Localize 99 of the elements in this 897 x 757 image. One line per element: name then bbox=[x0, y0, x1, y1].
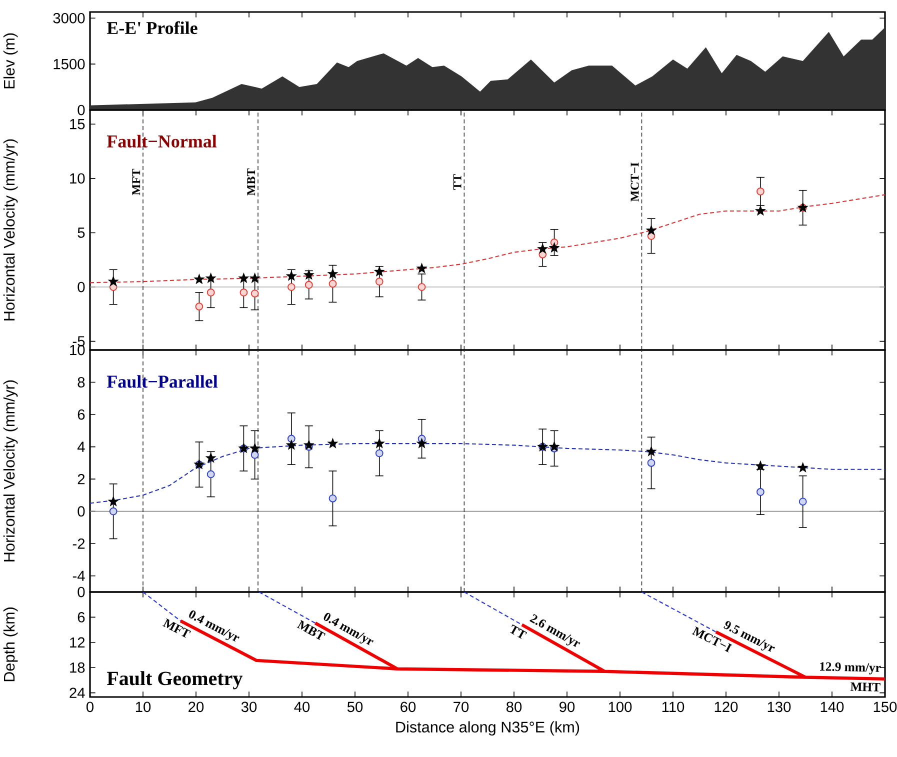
point bbox=[549, 242, 560, 252]
point bbox=[798, 498, 807, 506]
x-axis-title: Distance along N35°E (km) bbox=[396, 721, 580, 736]
x-tick-label: 110 bbox=[662, 702, 684, 712]
y-tick-label: -5 bbox=[72, 336, 85, 346]
point bbox=[108, 276, 118, 286]
y-tick-label: 0 bbox=[78, 282, 85, 292]
text: Fault−Parallel bbox=[106, 375, 218, 388]
annotation: MHT bbox=[850, 682, 880, 692]
x-tick-label: 70 bbox=[454, 702, 469, 712]
point bbox=[250, 273, 260, 282]
y-tick-label: 5 bbox=[78, 228, 85, 238]
x-tick-label: 130 bbox=[768, 702, 791, 712]
point bbox=[756, 488, 764, 496]
x-tick-label: 140 bbox=[820, 702, 844, 712]
ref-line-label: MCT−I bbox=[630, 162, 639, 202]
annotation: TT bbox=[510, 624, 528, 639]
x-tick-label: 120 bbox=[714, 702, 738, 712]
point bbox=[287, 434, 296, 443]
point bbox=[109, 507, 118, 516]
y-tick-label: 3000 bbox=[53, 12, 85, 24]
y-tick-label: 8 bbox=[78, 377, 85, 388]
annotation: 12.9 mm/yr bbox=[820, 662, 881, 674]
y-tick-label: 24 bbox=[70, 688, 85, 698]
y-tick-label: 1500 bbox=[54, 58, 85, 70]
point bbox=[206, 453, 216, 462]
y-tick-label: -2 bbox=[72, 538, 85, 549]
point bbox=[756, 188, 764, 196]
x-tick-label: 40 bbox=[294, 702, 310, 712]
point bbox=[375, 278, 384, 286]
point bbox=[286, 440, 296, 450]
y-tick-label: 2 bbox=[78, 474, 85, 484]
y-tick-label: -4 bbox=[72, 570, 85, 581]
point bbox=[250, 450, 259, 459]
x-tick-label: 90 bbox=[560, 702, 575, 712]
point bbox=[646, 226, 656, 235]
point bbox=[374, 266, 384, 276]
point bbox=[206, 273, 216, 282]
text: Fault Geometry bbox=[106, 671, 243, 690]
y-tick-label: 10 bbox=[70, 344, 85, 356]
y-tick-label: 12 bbox=[70, 637, 85, 648]
y-tick-label: 4 bbox=[77, 442, 85, 452]
point bbox=[549, 442, 560, 451]
point bbox=[756, 206, 766, 216]
point bbox=[304, 440, 314, 450]
y-tick-label: 18 bbox=[70, 662, 85, 673]
y-axis-title: Horizontal Velocity (mm/yr) bbox=[3, 380, 18, 562]
point bbox=[646, 446, 656, 456]
point bbox=[206, 470, 215, 478]
y-tick-label: 6 bbox=[78, 409, 85, 420]
annotation: MBT bbox=[296, 620, 326, 640]
x-tick-label: 20 bbox=[188, 702, 204, 712]
x-tick-label: 0 bbox=[86, 702, 94, 712]
point bbox=[304, 280, 313, 289]
x-tick-label: 80 bbox=[506, 702, 522, 712]
point bbox=[798, 462, 808, 472]
ref-line-label: TT bbox=[453, 174, 462, 190]
point bbox=[287, 283, 296, 291]
point bbox=[328, 268, 338, 278]
ref-line-label: MBT bbox=[247, 168, 256, 196]
annotation: MFT bbox=[162, 618, 191, 638]
x-tick-label: 50 bbox=[347, 702, 363, 712]
y-tick-label: 0 bbox=[78, 586, 85, 598]
y-tick-label: 0 bbox=[78, 506, 85, 517]
point bbox=[206, 288, 215, 296]
point bbox=[374, 438, 384, 448]
y-axis-title: Horizontal Velocity (mm/yr) bbox=[3, 139, 18, 320]
point bbox=[195, 302, 204, 310]
point bbox=[194, 274, 204, 284]
y-axis-title: Depth (km) bbox=[3, 608, 18, 682]
point bbox=[756, 461, 766, 470]
point bbox=[240, 288, 248, 296]
point bbox=[304, 270, 314, 280]
y-tick-label: 15 bbox=[70, 119, 85, 130]
point bbox=[328, 438, 338, 448]
point bbox=[375, 449, 384, 458]
x-tick-label: 150 bbox=[874, 702, 897, 712]
point bbox=[286, 271, 296, 280]
x-tick-label: 30 bbox=[241, 702, 257, 712]
text: Fault−Normal bbox=[106, 134, 217, 148]
point bbox=[328, 494, 337, 502]
y-tick-label: 0 bbox=[78, 104, 85, 116]
x-tick-label: 60 bbox=[400, 702, 416, 712]
y-tick-label: 10 bbox=[70, 173, 85, 184]
point bbox=[647, 458, 656, 467]
point bbox=[328, 280, 337, 288]
ref-line-label: MFT bbox=[132, 168, 140, 196]
point bbox=[250, 443, 260, 453]
point bbox=[418, 283, 426, 291]
y-tick-label: 6 bbox=[78, 612, 85, 622]
chart-title: E-E' Profile bbox=[106, 21, 198, 34]
point bbox=[250, 290, 259, 298]
point bbox=[108, 496, 118, 506]
point bbox=[417, 438, 427, 448]
y-axis-title: Elev (m) bbox=[3, 33, 18, 88]
point bbox=[238, 273, 248, 282]
x-tick-label: 100 bbox=[608, 702, 632, 712]
x-tick-label: 10 bbox=[136, 702, 151, 712]
point bbox=[417, 264, 427, 273]
